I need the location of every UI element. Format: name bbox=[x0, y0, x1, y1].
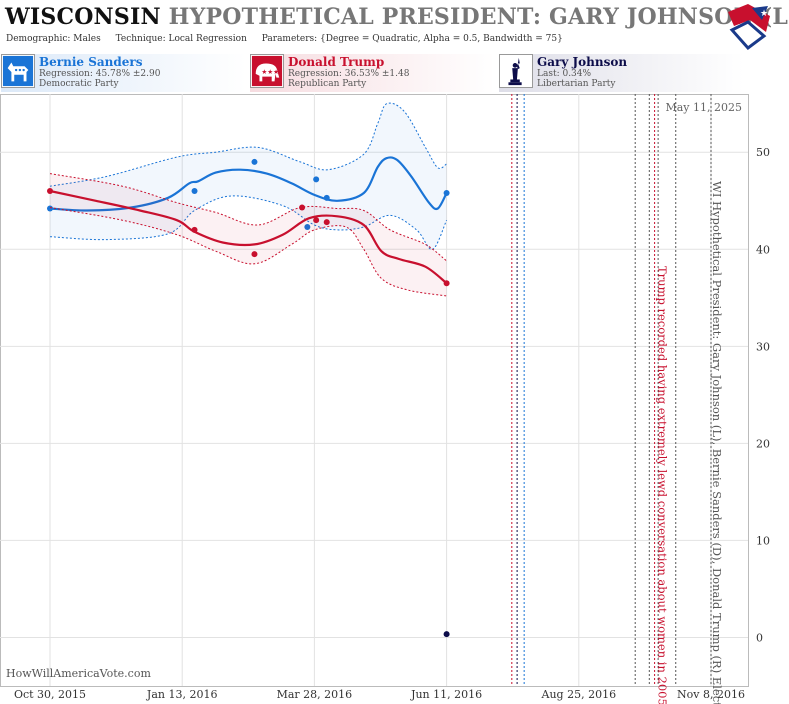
donkey-icon bbox=[1, 54, 35, 88]
data-point bbox=[191, 188, 198, 195]
legend-trump: ★★★ Donald Trump Regression: 36.53% ±1.4… bbox=[250, 54, 495, 92]
legend-name: Gary Johnson bbox=[537, 55, 628, 69]
annotation-text: Trump recorded having extremely lewd con… bbox=[656, 266, 670, 704]
annotation-text: WI Hypothetical President: Gary Johnson … bbox=[710, 181, 724, 704]
y-tick-label: 40 bbox=[756, 243, 770, 256]
x-tick-label: Aug 25, 2016 bbox=[541, 688, 617, 701]
svg-text:★: ★ bbox=[760, 9, 768, 19]
data-point bbox=[191, 226, 198, 233]
lower-bound-line bbox=[49, 207, 447, 297]
legend-party: Libertarian Party bbox=[537, 79, 616, 89]
y-tick-label: 30 bbox=[756, 340, 770, 353]
y-tick-label: 10 bbox=[756, 534, 770, 547]
data-point bbox=[251, 158, 258, 165]
trend-line bbox=[49, 156, 448, 212]
x-tick-label: Oct 30, 2015 bbox=[14, 688, 86, 701]
x-tick-label: Jun 11, 2016 bbox=[410, 688, 482, 701]
legend-sanders: Bernie Sanders Regression: 45.78% ±2.90 … bbox=[1, 54, 246, 92]
y-tick-label: 20 bbox=[756, 437, 770, 450]
parameters-label: Parameters: {Degree = Quadratic, Alpha =… bbox=[261, 34, 563, 44]
y-tick-label: 0 bbox=[756, 631, 763, 644]
data-point bbox=[443, 631, 450, 638]
data-point bbox=[313, 176, 320, 183]
liberty-icon bbox=[499, 54, 533, 88]
legend-name: Bernie Sanders bbox=[39, 55, 143, 69]
trend-line bbox=[49, 189, 448, 285]
data-point bbox=[47, 188, 53, 195]
x-tick-label: Mar 28, 2016 bbox=[277, 688, 353, 701]
y-tick-label: 50 bbox=[756, 146, 770, 159]
chart-parameters: Demographic: Males Technique: Local Regr… bbox=[6, 34, 575, 44]
lower-bound-line bbox=[49, 195, 448, 250]
data-point bbox=[304, 223, 311, 230]
data-point bbox=[313, 217, 320, 224]
legend-regression: Regression: 36.53% ±1.48 bbox=[288, 69, 410, 79]
data-point bbox=[443, 189, 450, 196]
data-point bbox=[323, 219, 330, 226]
legend-regression: Last: 0.34% bbox=[537, 69, 592, 79]
title-state: WISCONSIN bbox=[5, 4, 161, 30]
data-point bbox=[47, 205, 53, 212]
plot-frame bbox=[0, 94, 749, 687]
legend-party: Republican Party bbox=[288, 79, 367, 89]
legend-name: Donald Trump bbox=[288, 55, 385, 69]
elephant-icon: ★★★ bbox=[250, 54, 284, 88]
data-point bbox=[251, 251, 258, 258]
x-tick-label: Nov 8, 2016 bbox=[677, 688, 745, 701]
x-tick-label: Jan 13, 2016 bbox=[146, 688, 218, 701]
confidence-band bbox=[50, 173, 447, 296]
svg-text:★★★: ★★★ bbox=[261, 68, 279, 76]
data-point bbox=[299, 204, 306, 211]
legend-regression: Regression: 45.78% ±2.90 bbox=[39, 69, 161, 79]
date-label: May 11, 2025 bbox=[665, 101, 742, 114]
data-point bbox=[323, 194, 330, 201]
page-title: WISCONSIN HYPOTHETICAL PRESIDENT: GARY J… bbox=[5, 4, 789, 30]
site-logo-icon: ★ bbox=[728, 4, 770, 50]
legend-johnson: Gary Johnson Last: 0.34% Libertarian Par… bbox=[499, 54, 744, 92]
demographic-label: Demographic: Males bbox=[6, 34, 101, 44]
legend-party: Democratic Party bbox=[39, 79, 119, 89]
technique-label: Technique: Local Regression bbox=[115, 34, 247, 44]
title-rest: HYPOTHETICAL PRESIDENT: GARY JOHNSON (L)… bbox=[168, 4, 789, 30]
data-point bbox=[443, 280, 450, 287]
watermark: HowWillAmericaVote.com bbox=[6, 667, 151, 680]
